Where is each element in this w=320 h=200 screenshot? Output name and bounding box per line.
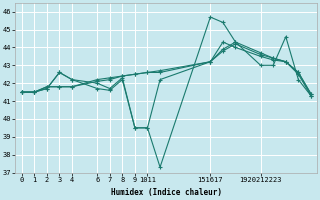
X-axis label: Humidex (Indice chaleur): Humidex (Indice chaleur) (111, 188, 222, 197)
